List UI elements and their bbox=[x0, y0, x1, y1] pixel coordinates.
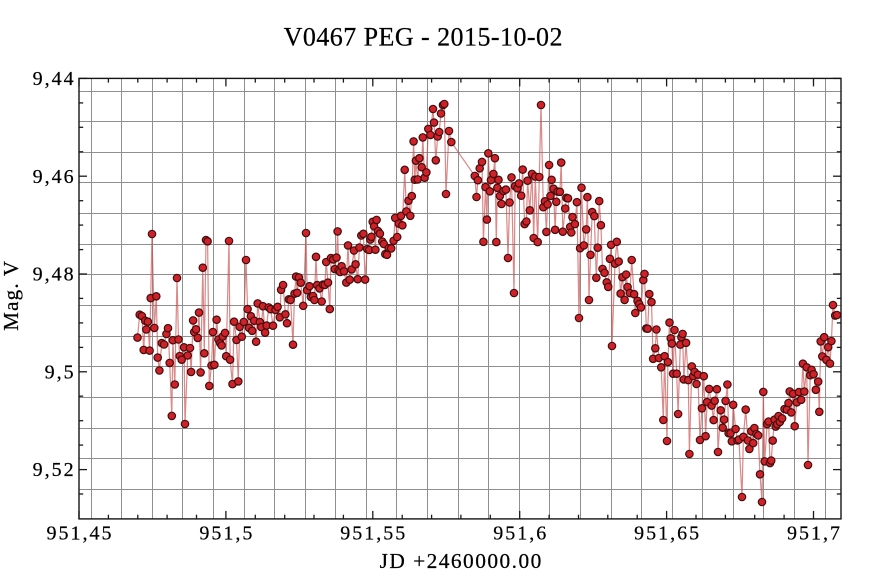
svg-text:V0467 PEG - 2015-10-02: V0467 PEG - 2015-10-02 bbox=[284, 23, 563, 52]
svg-text:951,65: 951,65 bbox=[634, 522, 701, 544]
svg-text:9,48: 9,48 bbox=[33, 264, 76, 286]
svg-text:9,44: 9,44 bbox=[33, 68, 76, 90]
svg-text:951,7: 951,7 bbox=[787, 522, 842, 544]
svg-text:951,55: 951,55 bbox=[340, 522, 407, 544]
svg-text:Mag. V: Mag. V bbox=[0, 260, 23, 331]
svg-text:9,5: 9,5 bbox=[45, 361, 76, 383]
svg-text:JD +2460000.00: JD +2460000.00 bbox=[380, 549, 543, 573]
svg-text:951,6: 951,6 bbox=[493, 522, 548, 544]
svg-text:9,52: 9,52 bbox=[33, 459, 76, 481]
svg-text:951,45: 951,45 bbox=[47, 522, 114, 544]
svg-text:951,5: 951,5 bbox=[199, 522, 254, 544]
svg-text:9,46: 9,46 bbox=[33, 166, 76, 188]
